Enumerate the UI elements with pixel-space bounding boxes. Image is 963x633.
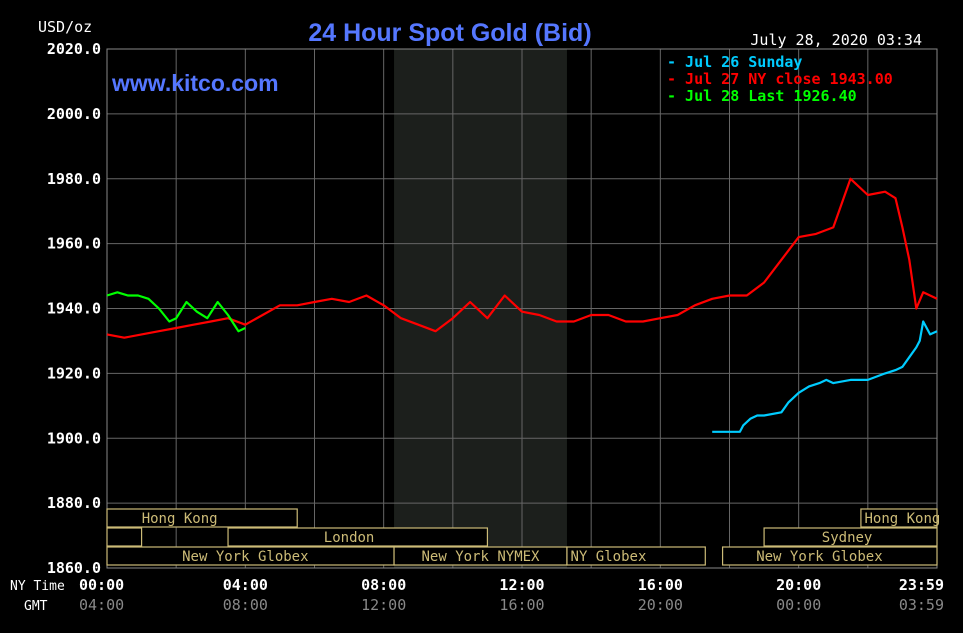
y-tick-label: 1860.0 (47, 559, 101, 577)
session-label: New York Globex (182, 549, 308, 565)
session-label: New York NYMEX (421, 549, 540, 565)
plot-border (106, 48, 938, 569)
gmt-row-label: GMT (24, 599, 48, 614)
session-box (227, 527, 489, 547)
grid-lines (106, 48, 938, 569)
chart-title: 24 Hour Spot Gold (Bid) (308, 19, 591, 47)
session-box (763, 527, 938, 547)
x-tick-label-ny: 00:00 (79, 576, 124, 594)
y-tick-label: 2000.0 (47, 105, 101, 123)
session-box (106, 527, 143, 547)
x-tick-label-gmt: 08:00 (223, 596, 268, 614)
session-label: Sydney (822, 530, 873, 546)
y-tick-label: 1920.0 (47, 364, 101, 382)
x-tick-label-gmt: 03:59 (899, 596, 944, 614)
ny-time-row-label: NY Time (10, 579, 65, 594)
legend: - Jul 26 Sunday- Jul 27 NY close 1943.00… (667, 53, 893, 105)
x-tick-label-ny: 04:00 (223, 576, 268, 594)
y-tick-label: 1900.0 (47, 429, 101, 447)
watermark: www.kitco.com (111, 70, 279, 96)
y-tick-label: 1980.0 (47, 170, 101, 188)
series-line-3 (106, 291, 246, 333)
x-tick-label-ny: 20:00 (776, 576, 821, 594)
session-box (566, 546, 706, 566)
session-label: Hong Kong (864, 511, 940, 527)
x-tick-label-ny: 23:59 (899, 576, 944, 594)
x-tick-label-ny: 16:00 (638, 576, 683, 594)
x-tick-label-gmt: 20:00 (638, 596, 683, 614)
price-series (106, 177, 938, 433)
series-line-1 (712, 320, 938, 433)
x-tick-label-gmt: 00:00 (776, 596, 821, 614)
session-box (721, 546, 938, 566)
x-tick-label-ny: 12:00 (499, 576, 544, 594)
session-label: NY Globex (571, 549, 647, 565)
legend-entry: - Jul 28 Last 1926.40 (667, 87, 857, 105)
session-label: London (324, 530, 375, 546)
y-tick-label: 1960.0 (47, 235, 101, 253)
session-label: New York Globex (756, 549, 882, 565)
timestamp: July 28, 2020 03:34 (750, 31, 922, 49)
session-box (106, 508, 298, 528)
x-tick-label-ny: 08:00 (361, 576, 406, 594)
series-line-2 (106, 177, 938, 339)
y-axis-unit-label: USD/oz (38, 18, 92, 36)
legend-entry: - Jul 27 NY close 1943.00 (667, 70, 893, 88)
x-tick-label-gmt: 04:00 (79, 596, 124, 614)
trading-sessions: Hong Kong London New York Globex New York N… (106, 508, 940, 566)
x-tick-label-gmt: 12:00 (361, 596, 406, 614)
y-axis-ticks: 2020.0 2000.0 1980.0 1960.0 1940.0 1920.0 1900… (47, 40, 101, 577)
legend-entry: - Jul 26 Sunday (667, 53, 802, 71)
y-tick-label: 2020.0 (47, 40, 101, 58)
x-axis-ticks: 00:00 04:00 04:00 08:00 08:00 12:00 12:00 16:00… (79, 576, 944, 614)
x-tick-label-gmt: 16:00 (499, 596, 544, 614)
session-label: Hong Kong (142, 511, 218, 527)
y-tick-label: 1940.0 (47, 300, 101, 318)
session-box (860, 508, 938, 528)
y-tick-label: 1880.0 (47, 494, 101, 512)
